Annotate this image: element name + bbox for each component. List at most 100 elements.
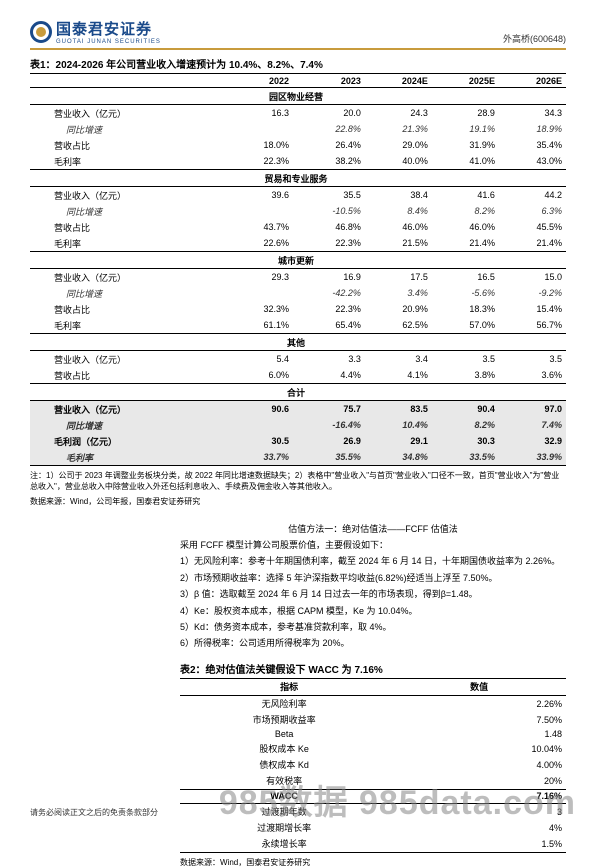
cell-value: -10.5% <box>293 203 365 219</box>
cell-value: 21.5% <box>365 235 432 252</box>
table-row: 营业收入（亿元）90.675.783.590.497.0 <box>30 401 566 418</box>
cell-value: 35.4% <box>499 137 566 153</box>
assumption-item: 4）Ke：股权资本成本，根据 CAPM 模型，Ke 为 10.04%。 <box>180 604 566 618</box>
cell-value: 22.3% <box>293 235 365 252</box>
section-header: 城市更新 <box>30 252 566 269</box>
row-label: 同比增速 <box>30 121 227 137</box>
cell-value: 30.5 <box>227 433 293 449</box>
metric-name: 债权成本 Kd <box>180 757 392 773</box>
cell-value: 33.5% <box>432 449 499 466</box>
cell-value: 18.3% <box>432 301 499 317</box>
cell-value: 10.4% <box>365 417 432 433</box>
cell-value: 75.7 <box>293 401 365 418</box>
table-row: 营业收入（亿元）39.635.538.441.644.2 <box>30 187 566 204</box>
cell-value: 3.4% <box>365 285 432 301</box>
row-label: 毛利润（亿元） <box>30 433 227 449</box>
table-row: 毛利率33.7%35.5%34.8%33.5%33.9% <box>30 449 566 466</box>
section-header: 其他 <box>30 334 566 351</box>
cell-value: 3.5 <box>499 351 566 368</box>
cell-value: 3.6% <box>499 367 566 384</box>
table1-col <box>30 74 227 88</box>
cell-value: 35.5% <box>293 449 365 466</box>
row-label: 营收占比 <box>30 367 227 384</box>
cell-value: 8.4% <box>365 203 432 219</box>
row-label: 营收占比 <box>30 137 227 153</box>
page-disclaimer: 请务必阅读正文之后的免责条款部分 <box>30 807 158 818</box>
cell-value: -42.2% <box>293 285 365 301</box>
cell-value: 4.1% <box>365 367 432 384</box>
row-label: 同比增速 <box>30 417 227 433</box>
stock-ticker: 外高桥(600648) <box>503 32 566 45</box>
cell-value: 32.9 <box>499 433 566 449</box>
table1: 202220232024E2025E2026E 园区物业经营营业收入（亿元）16… <box>30 73 566 466</box>
row-label: 营业收入（亿元） <box>30 351 227 368</box>
cell-value: 3.3 <box>293 351 365 368</box>
assumption-item: 6）所得税率：公司适用所得税率为 20%。 <box>180 636 566 650</box>
cell-value: 15.0 <box>499 269 566 286</box>
table2-col: 数值 <box>392 678 566 695</box>
brand-name-en: GUOTAI JUNAN SECURITIES <box>56 39 161 45</box>
table-row: 同比增速22.8%21.3%19.1%18.9% <box>30 121 566 137</box>
cell-value: 61.1% <box>227 317 293 334</box>
brand-logo: 国泰君安证券 GUOTAI JUNAN SECURITIES <box>30 18 161 45</box>
table1-source: 数据来源：Wind，公司年报，国泰君安证券研究 <box>30 496 566 507</box>
cell-value: 6.3% <box>499 203 566 219</box>
row-label: 营业收入（亿元） <box>30 269 227 286</box>
metric-value: 10.04% <box>392 741 566 757</box>
table1-col: 2025E <box>432 74 499 88</box>
table1-col: 2024E <box>365 74 432 88</box>
section-header: 合计 <box>30 384 566 401</box>
cell-value: 30.3 <box>432 433 499 449</box>
table2-header-row: 指标数值 <box>180 678 566 695</box>
cell-value: 19.1% <box>432 121 499 137</box>
table-row: 无风险利率2.26% <box>180 695 566 712</box>
metric-name: 永续增长率 <box>180 836 392 853</box>
table2-col: 指标 <box>180 678 392 695</box>
cell-value: 43.7% <box>227 219 293 235</box>
table-row: 毛利率22.3%38.2%40.0%41.0%43.0% <box>30 153 566 170</box>
cell-value: 56.7% <box>499 317 566 334</box>
cell-value: 5.4 <box>227 351 293 368</box>
cell-value: 20.0 <box>293 105 365 122</box>
cell-value: 16.3 <box>227 105 293 122</box>
cell-value: 16.5 <box>432 269 499 286</box>
cell-value: 8.2% <box>432 417 499 433</box>
row-label: 营业收入（亿元） <box>30 401 227 418</box>
row-label: 同比增速 <box>30 285 227 301</box>
table-row: 债权成本 Kd4.00% <box>180 757 566 773</box>
metric-value: 2.26% <box>392 695 566 712</box>
logo-icon <box>30 21 52 43</box>
cell-value: 33.9% <box>499 449 566 466</box>
cell-value: 29.0% <box>365 137 432 153</box>
cell-value: 33.7% <box>227 449 293 466</box>
cell-value: 20.9% <box>365 301 432 317</box>
cell-value: 18.0% <box>227 137 293 153</box>
cell-value: 38.4 <box>365 187 432 204</box>
cell-value: 3.5 <box>432 351 499 368</box>
cell-value: 17.5 <box>365 269 432 286</box>
cell-value: 3.4 <box>365 351 432 368</box>
table-row: 同比增速-10.5%8.4%8.2%6.3% <box>30 203 566 219</box>
table-row: 营收占比6.0%4.4%4.1%3.8%3.6% <box>30 367 566 384</box>
cell-value: -9.2% <box>499 285 566 301</box>
cell-value: 46.8% <box>293 219 365 235</box>
row-label: 营业收入（亿元） <box>30 187 227 204</box>
cell-value: 26.4% <box>293 137 365 153</box>
cell-value: 38.2% <box>293 153 365 170</box>
cell-value: 15.4% <box>499 301 566 317</box>
cell-value: 29.3 <box>227 269 293 286</box>
cell-value: 40.0% <box>365 153 432 170</box>
cell-value: 18.9% <box>499 121 566 137</box>
cell-value: 22.3% <box>293 301 365 317</box>
cell-value: 62.5% <box>365 317 432 334</box>
watermark: 985数据 985data.com <box>219 775 576 824</box>
cell-value: 97.0 <box>499 401 566 418</box>
cell-value: 43.0% <box>499 153 566 170</box>
cell-value: 90.6 <box>227 401 293 418</box>
table-row: 同比增速-16.4%10.4%8.2%7.4% <box>30 417 566 433</box>
cell-value: 21.4% <box>432 235 499 252</box>
assumption-item: 5）Kd：债务资本成本，参考基准贷款利率，取 4%。 <box>180 620 566 634</box>
brand-name-cn: 国泰君安证券 <box>56 18 161 39</box>
table-row: Beta1.48 <box>180 728 566 741</box>
section-header: 园区物业经营 <box>30 88 566 105</box>
